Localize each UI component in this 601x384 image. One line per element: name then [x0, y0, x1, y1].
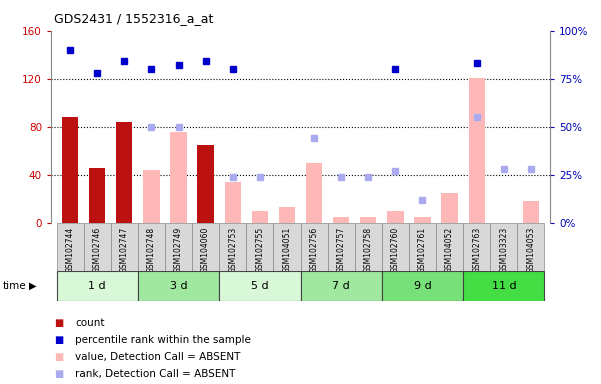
Bar [170, 131, 187, 223]
Text: 11 d: 11 d [492, 281, 516, 291]
Bar [138, 271, 219, 301]
Bar [143, 170, 159, 223]
Bar [436, 223, 463, 271]
Bar [355, 223, 382, 271]
Text: GSM102747: GSM102747 [120, 227, 129, 273]
Text: 9 d: 9 d [413, 281, 432, 291]
Text: percentile rank within the sample: percentile rank within the sample [75, 335, 251, 345]
Bar [414, 217, 431, 223]
Bar [219, 223, 246, 271]
Bar [306, 163, 322, 223]
Bar [138, 223, 165, 271]
Text: GSM102748: GSM102748 [147, 227, 156, 273]
Text: GSM102753: GSM102753 [228, 227, 237, 273]
Bar [246, 223, 273, 271]
Text: GSM102763: GSM102763 [472, 227, 481, 273]
Text: ■: ■ [54, 369, 63, 379]
Text: GSM102744: GSM102744 [66, 227, 75, 273]
Bar [382, 271, 463, 301]
Bar [84, 223, 111, 271]
Text: GSM102758: GSM102758 [364, 227, 373, 273]
Bar [523, 201, 539, 223]
Text: GSM104052: GSM104052 [445, 227, 454, 273]
Text: count: count [75, 318, 105, 328]
Bar [463, 271, 545, 301]
Text: GSM104060: GSM104060 [201, 227, 210, 273]
Bar [62, 117, 78, 223]
Text: time: time [3, 281, 26, 291]
Bar [273, 223, 300, 271]
Text: GDS2431 / 1552316_a_at: GDS2431 / 1552316_a_at [54, 12, 213, 25]
Bar [328, 223, 355, 271]
Bar [387, 211, 403, 223]
Bar [463, 223, 490, 271]
Bar [116, 122, 132, 223]
Bar [198, 145, 214, 223]
Text: ▶: ▶ [29, 281, 36, 291]
Bar [469, 78, 485, 223]
Bar [300, 271, 382, 301]
Text: GSM102757: GSM102757 [337, 227, 346, 273]
Text: GSM102755: GSM102755 [255, 227, 264, 273]
Text: 5 d: 5 d [251, 281, 269, 291]
Text: GSM102761: GSM102761 [418, 227, 427, 273]
Bar [219, 271, 300, 301]
Bar [192, 223, 219, 271]
Text: GSM102746: GSM102746 [93, 227, 102, 273]
Text: GSM104051: GSM104051 [282, 227, 291, 273]
Bar [360, 217, 376, 223]
Bar [279, 207, 295, 223]
Bar [225, 182, 241, 223]
Text: GSM104053: GSM104053 [526, 227, 535, 273]
Bar [333, 217, 349, 223]
Bar [89, 167, 105, 223]
Text: GSM103323: GSM103323 [499, 227, 508, 273]
Bar [165, 223, 192, 271]
Text: GSM102760: GSM102760 [391, 227, 400, 273]
Text: 1 d: 1 d [88, 281, 106, 291]
Bar [382, 223, 409, 271]
Text: 7 d: 7 d [332, 281, 350, 291]
Text: ■: ■ [54, 352, 63, 362]
Text: ■: ■ [54, 318, 63, 328]
Bar [300, 223, 328, 271]
Bar [490, 223, 517, 271]
Text: 3 d: 3 d [169, 281, 188, 291]
Text: GSM102749: GSM102749 [174, 227, 183, 273]
Bar [409, 223, 436, 271]
Bar [517, 223, 545, 271]
Bar [111, 223, 138, 271]
Bar [56, 223, 84, 271]
Text: GSM102756: GSM102756 [310, 227, 319, 273]
Bar [442, 193, 458, 223]
Text: value, Detection Call = ABSENT: value, Detection Call = ABSENT [75, 352, 240, 362]
Text: rank, Detection Call = ABSENT: rank, Detection Call = ABSENT [75, 369, 236, 379]
Bar [252, 211, 268, 223]
Bar [56, 271, 138, 301]
Text: ■: ■ [54, 335, 63, 345]
